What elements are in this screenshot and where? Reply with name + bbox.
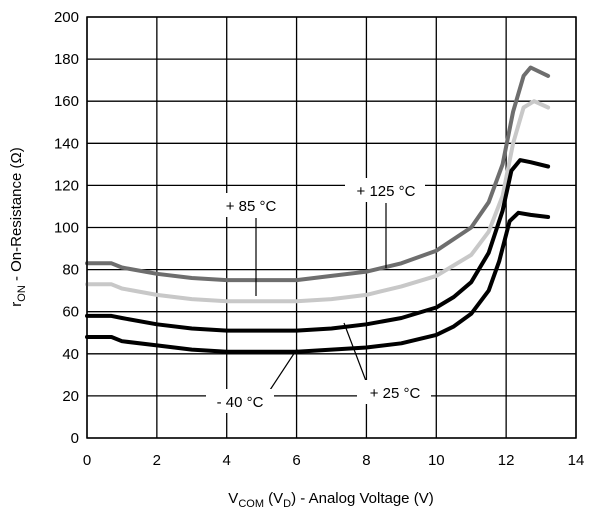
y-tick-label: 120	[54, 177, 79, 194]
x-tick-label: 8	[362, 452, 370, 469]
y-tick-label: 80	[62, 262, 79, 279]
y-tick-label: 60	[62, 304, 79, 321]
y-tick-label: 160	[54, 93, 79, 110]
x-tick-label: 12	[498, 452, 515, 469]
annotation-label: - 40 °C	[217, 394, 264, 411]
x-tick-label: 2	[153, 452, 161, 469]
series-line-3	[85, 210, 551, 354]
series-line-0	[85, 65, 551, 283]
y-tick-label: 140	[54, 135, 79, 152]
annotation-box	[213, 193, 289, 217]
annotation-box	[206, 389, 274, 413]
x-axis-title-mid: (V	[264, 490, 283, 507]
annotation-label: + 25 °C	[370, 385, 421, 402]
y-tick-label: 100	[54, 220, 79, 237]
x-axis-title-sub1: COM	[238, 498, 264, 510]
y-tick-label: 180	[54, 51, 79, 68]
series-group	[85, 65, 551, 354]
y-tick-label: 40	[62, 346, 79, 363]
x-axis-title-main: V	[228, 490, 238, 507]
x-axis-title: VCOM (VD) - Analog Voltage (V)	[228, 490, 433, 510]
plot-frame	[86, 16, 577, 439]
series-line-1	[85, 99, 551, 304]
y-axis-title-rest: - On-Resistance (Ω)	[8, 147, 25, 285]
x-tick-labels: 0 2 4 6 8 10 12 14	[83, 452, 585, 469]
x-axis-title-sub2: D	[283, 498, 291, 510]
annotation-leader	[269, 348, 298, 391]
x-tick-label: 10	[428, 452, 445, 469]
annotation-leader	[343, 322, 367, 382]
x-tick-label: 14	[568, 452, 585, 469]
y-tick-labels: 0 20 40 60 80 100 120 140 160 180 200	[54, 9, 79, 447]
series-line-2	[85, 158, 551, 333]
grid	[86, 16, 577, 439]
annotation-box	[357, 380, 431, 404]
y-axis-title: rON - On-Resistance (Ω)	[8, 147, 28, 306]
y-axis-title-sub: ON	[16, 285, 28, 302]
y-tick-label: 200	[54, 9, 79, 26]
y-tick-label: 20	[62, 388, 79, 405]
x-tick-label: 0	[83, 452, 91, 469]
annotation-box	[345, 178, 425, 202]
y-axis-title-main: r	[8, 302, 25, 307]
annotation-group: + 125 °C + 85 °C + 25 °C - 40 °C	[206, 178, 431, 413]
y-tick-label: 0	[71, 430, 79, 447]
x-axis-title-rest: ) - Analog Voltage (V)	[291, 490, 434, 507]
x-tick-label: 6	[292, 452, 300, 469]
annotation-label: + 85 °C	[226, 198, 277, 215]
x-tick-label: 4	[223, 452, 231, 469]
annotation-label: + 125 °C	[357, 183, 416, 200]
